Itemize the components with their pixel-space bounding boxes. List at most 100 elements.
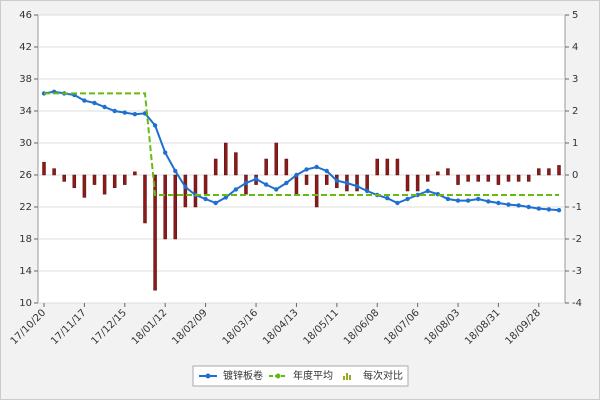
- y2-tick-label: 4: [572, 42, 578, 53]
- price-line: [43, 90, 560, 212]
- point: [233, 187, 239, 192]
- bar: [314, 174, 319, 208]
- point: [415, 192, 420, 198]
- average-line: [44, 92, 559, 196]
- point: [102, 104, 107, 110]
- bar: [385, 158, 390, 176]
- y2-tick-label: 2: [572, 106, 578, 117]
- point: [516, 203, 521, 208]
- bar: [496, 174, 501, 185]
- bar: [466, 174, 470, 182]
- point: [92, 100, 97, 106]
- point: [405, 196, 410, 202]
- point: [223, 195, 228, 200]
- point: [344, 180, 350, 186]
- bar: [405, 174, 410, 192]
- bar: [264, 158, 268, 176]
- point: [334, 178, 340, 183]
- y-tick-label: 34: [19, 106, 32, 117]
- bar: [112, 174, 117, 189]
- y-tick-label: 10: [19, 298, 32, 309]
- point: [486, 199, 491, 204]
- point: [112, 108, 117, 114]
- bar: [42, 161, 46, 176]
- y-tick-label: 42: [19, 42, 32, 53]
- bar: [506, 174, 511, 182]
- point: [455, 198, 461, 203]
- y2-tick-label: 0: [572, 170, 578, 181]
- point: [152, 123, 158, 128]
- point: [506, 202, 511, 207]
- y-tick-label: 30: [19, 138, 32, 149]
- bar: [365, 174, 369, 192]
- legend-label: 每次对比: [363, 369, 403, 382]
- point: [253, 176, 259, 182]
- bar: [304, 174, 309, 185]
- y-tick-label: 38: [19, 74, 32, 85]
- point: [556, 208, 562, 213]
- point: [546, 207, 552, 212]
- y-tick-label: 18: [19, 234, 32, 245]
- legend-label: 镀锌板卷: [223, 369, 263, 382]
- y2-tick-label: 5: [572, 10, 578, 21]
- bar: [284, 158, 289, 176]
- point: [314, 164, 319, 170]
- point: [425, 188, 430, 194]
- bar: [324, 174, 329, 185]
- point: [284, 180, 289, 186]
- point: [364, 188, 370, 194]
- point: [536, 206, 542, 211]
- y2-tick-label: 1: [572, 138, 578, 149]
- y-tick-label: 46: [19, 10, 32, 21]
- bar: [153, 174, 157, 291]
- bar: [355, 174, 359, 192]
- point: [132, 112, 138, 117]
- point: [385, 196, 390, 201]
- point: [445, 196, 451, 202]
- bar: [375, 158, 379, 176]
- bar: [163, 174, 167, 240]
- bar: [294, 174, 299, 195]
- point: [203, 196, 208, 202]
- point: [243, 180, 249, 186]
- bar: [224, 142, 228, 176]
- bar: [436, 171, 440, 176]
- point: [294, 172, 299, 178]
- legend-swatch: [275, 373, 281, 379]
- point: [173, 168, 178, 174]
- bar: [102, 174, 107, 195]
- bar: [476, 174, 480, 182]
- bar: [234, 152, 238, 176]
- point: [395, 200, 400, 206]
- point: [82, 98, 87, 103]
- bar: [72, 174, 77, 189]
- point: [465, 198, 471, 203]
- bar: [486, 174, 491, 182]
- bar: [133, 171, 137, 176]
- bar: [516, 174, 521, 182]
- bar: [446, 168, 450, 176]
- bar: [52, 168, 56, 176]
- y2-tick-label: -2: [572, 234, 582, 245]
- legend-box: [192, 365, 409, 387]
- bar: [123, 174, 127, 185]
- bar: [537, 168, 541, 176]
- legend: 镀锌板卷 年度平均 每次对比: [192, 365, 409, 387]
- y2-tick-label: -1: [572, 202, 582, 213]
- y2-tick-label: -3: [572, 266, 582, 277]
- y2-tick-label: 3: [572, 74, 578, 85]
- bar: [193, 174, 198, 208]
- point: [274, 187, 279, 192]
- legend-swatch: [343, 376, 345, 380]
- bar: [456, 174, 460, 185]
- bar: [395, 158, 400, 176]
- point: [496, 200, 501, 206]
- point: [183, 184, 188, 190]
- y2-tick-label: -4: [572, 298, 582, 309]
- y-tick-label: 26: [19, 170, 32, 181]
- bar: [425, 174, 430, 182]
- y-tick-label: 14: [19, 266, 32, 277]
- bar: [82, 174, 87, 198]
- bar: [557, 165, 561, 176]
